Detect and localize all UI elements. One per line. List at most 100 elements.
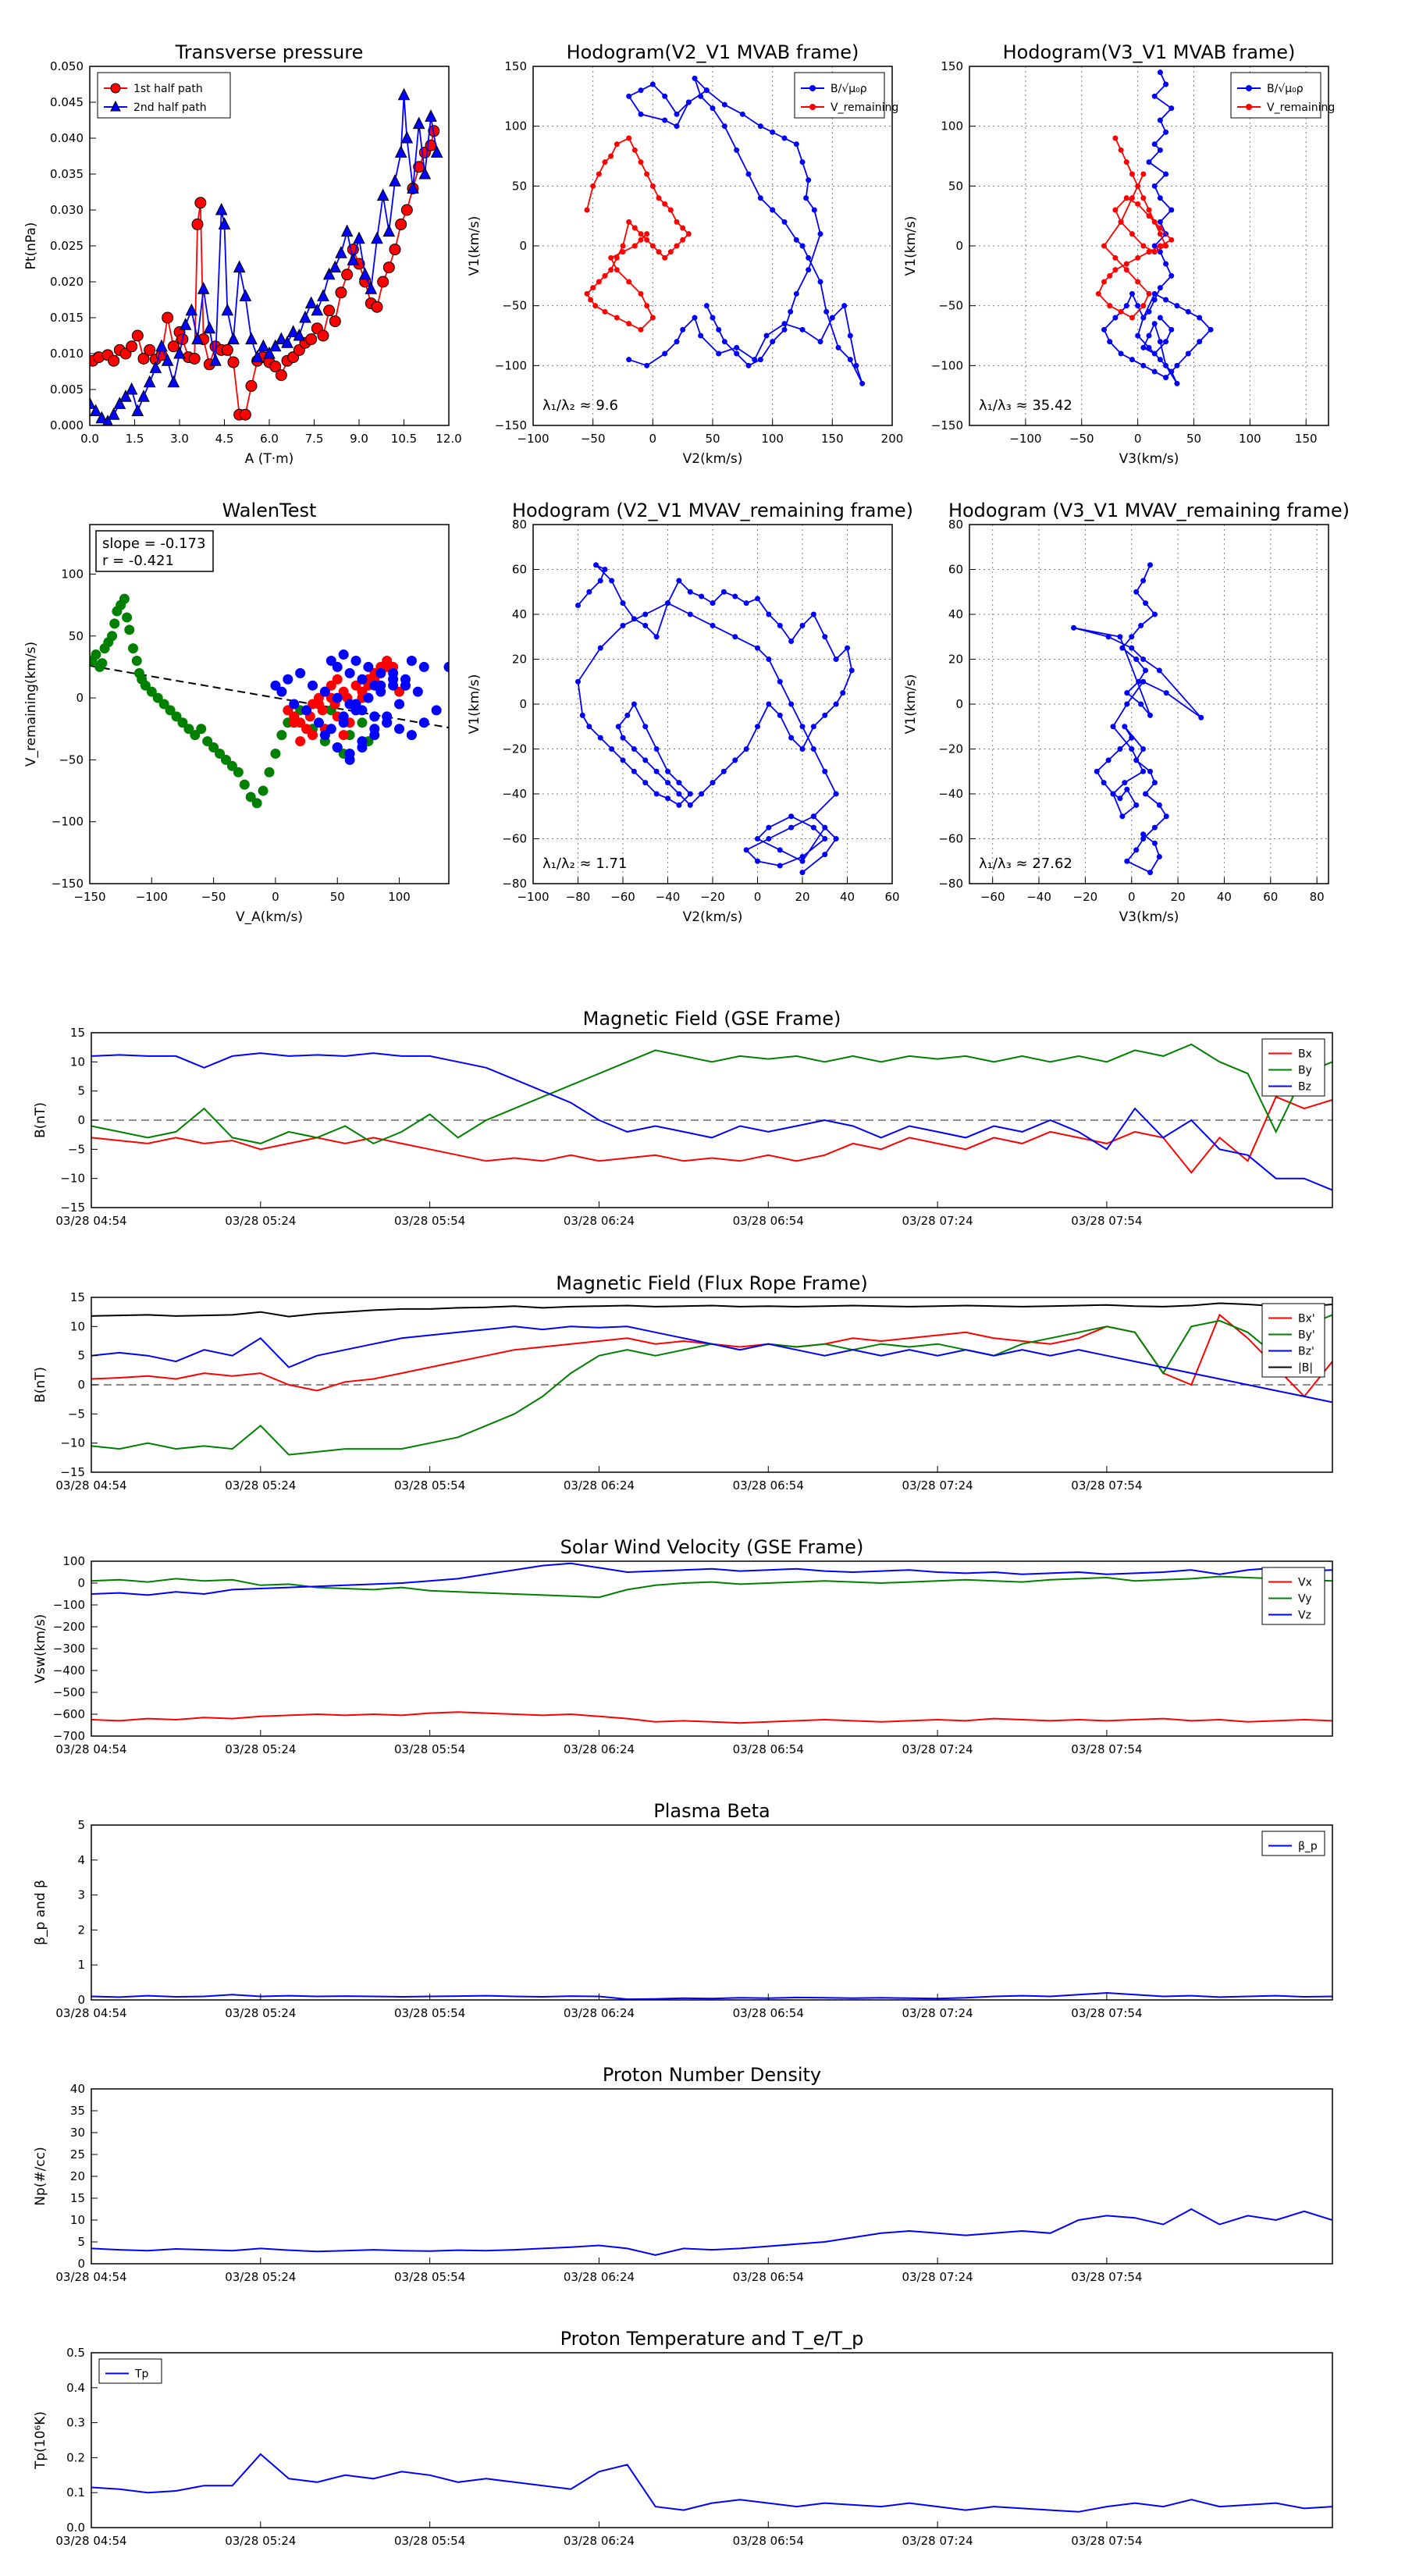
data-point <box>412 116 425 130</box>
x-tick-label: 100 <box>761 432 784 446</box>
y-tick-label: −80 <box>502 877 527 891</box>
data-point <box>1112 135 1119 141</box>
x-tick-label: −20 <box>1073 890 1098 904</box>
data-point <box>638 111 644 117</box>
x-tick-label: 03/28 07:24 <box>902 2534 973 2548</box>
data-point <box>332 674 343 685</box>
data-point <box>1198 714 1204 720</box>
plot-area <box>584 75 866 386</box>
data-point <box>823 308 830 315</box>
data-point <box>687 791 693 797</box>
y-tick-label: 20 <box>948 653 963 667</box>
data-point <box>1151 93 1158 99</box>
data-point <box>638 326 644 333</box>
y-tick-label: 5 <box>77 1818 85 1832</box>
data-point <box>620 735 626 741</box>
data-point <box>743 847 749 853</box>
data-point <box>614 267 620 273</box>
x-tick-label: 03/28 05:54 <box>394 2270 465 2284</box>
data-point <box>1168 105 1175 112</box>
data-point <box>662 254 668 261</box>
data-point <box>1143 791 1149 797</box>
x-tick-label: 03/28 05:54 <box>394 1478 465 1493</box>
data-point <box>631 746 637 752</box>
data-point <box>1146 159 1152 165</box>
data-point <box>338 649 349 660</box>
y-tick-label: 0 <box>955 239 963 253</box>
data-point <box>102 415 113 425</box>
y-tick-label: 0.050 <box>50 59 84 73</box>
data-point <box>1140 243 1147 249</box>
data-point <box>431 705 442 716</box>
plot-area <box>91 2453 1332 2513</box>
data-point <box>847 333 853 339</box>
data-point <box>676 791 682 797</box>
chart-walen-test: −150 −100 −50 0 50 100 −150 −100 −50 0 50 100 WalenT… <box>23 500 450 925</box>
y-tick-label: −80 <box>938 877 963 891</box>
series-line-Bx <box>91 1095 1332 1174</box>
y-tick-label: 0 <box>77 1113 85 1127</box>
x-tick-label: −100 <box>517 890 549 904</box>
data-point <box>221 303 234 316</box>
x-tick-label: 50 <box>705 432 720 446</box>
data-point <box>425 109 437 122</box>
data-point <box>1129 645 1135 651</box>
data-point <box>781 219 788 225</box>
series-line-1st half path <box>92 130 435 416</box>
data-point <box>620 757 626 763</box>
y-tick-label: −15 <box>60 1201 85 1215</box>
x-tick-label: 03/28 07:24 <box>902 1478 973 1493</box>
data-point <box>710 315 716 321</box>
data-point <box>649 81 656 87</box>
data-point <box>400 674 411 685</box>
data-point <box>388 680 399 691</box>
y-tick-label: 0.5 <box>66 2346 85 2360</box>
annotation-text: λ₁/λ₃ ≈ 35.42 <box>979 397 1072 414</box>
x-tick-label: −100 <box>517 432 549 446</box>
data-point <box>1157 339 1163 345</box>
data-point <box>703 87 710 94</box>
data-point <box>745 362 752 368</box>
data-point <box>369 711 380 722</box>
y-tick-label: 25 <box>70 2147 85 2161</box>
data-point <box>799 870 806 876</box>
y-tick-label: 35 <box>70 2104 85 2118</box>
chart-title: Hodogram (V2_V1 MVAV_remaining frame) <box>512 500 913 521</box>
data-point <box>806 177 812 183</box>
x-tick-label: 03/28 04:54 <box>55 1742 126 1756</box>
data-point <box>1151 141 1158 148</box>
data-point <box>770 339 776 345</box>
data-point <box>586 724 592 730</box>
data-point <box>353 231 365 244</box>
data-point <box>357 686 368 697</box>
data-point <box>276 730 287 741</box>
chart-title: WalenTest <box>222 500 317 521</box>
legend-marker <box>110 100 121 112</box>
data-point <box>788 735 795 741</box>
data-point <box>698 333 704 339</box>
legend-label: 1st half path <box>133 83 203 95</box>
y-tick-label: −40 <box>502 787 527 801</box>
x-tick-label: 100 <box>388 890 411 904</box>
data-point <box>227 332 240 345</box>
y-tick-label: 0.4 <box>66 2381 85 2395</box>
legend-marker <box>809 104 816 110</box>
data-point <box>209 354 222 366</box>
data-point <box>350 680 361 691</box>
data-point <box>1140 362 1147 368</box>
data-point <box>1163 81 1169 87</box>
data-point <box>833 836 839 841</box>
y-tick-label: 0 <box>955 697 963 711</box>
legend-box <box>1261 1831 1325 1856</box>
data-point <box>188 352 201 365</box>
data-point <box>1157 219 1163 225</box>
data-point <box>1156 802 1162 808</box>
chart-title: Hodogram (V3_V1 MVAV_remaining frame) <box>948 500 1350 521</box>
data-point <box>1151 350 1158 357</box>
y-tick-label: 0.045 <box>50 95 84 109</box>
data-point <box>258 785 269 796</box>
data-point <box>662 350 668 357</box>
data-point <box>803 195 809 201</box>
x-tick-label: 03/28 06:54 <box>733 1214 804 1228</box>
series-line-Bz' <box>91 1325 1332 1404</box>
